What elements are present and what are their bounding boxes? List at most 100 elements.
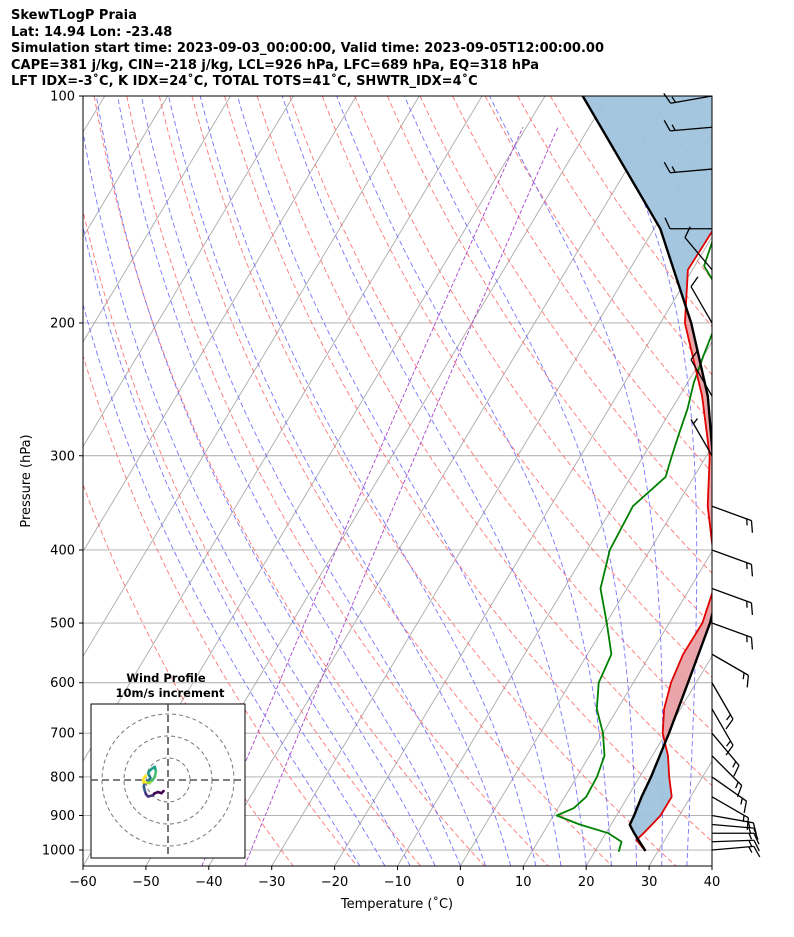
dry-adiabat: [289, 96, 712, 732]
dry-adiabat: [83, 354, 358, 866]
wind-barbs: [663, 92, 761, 858]
wind-barb-shaft: [711, 653, 749, 676]
isotherm: [83, 96, 420, 658]
dry-adiabat: [158, 96, 613, 866]
y-tick-label: 700: [50, 727, 75, 742]
wind-barb-half-feather: [726, 714, 732, 721]
y-tick-label: 600: [50, 676, 75, 691]
moist-adiabat: [336, 96, 612, 866]
hodograph-inset: Wind Profile 10m/s increment: [90, 671, 246, 859]
wind-barb-shaft: [690, 419, 713, 457]
dry-adiabat: [354, 96, 712, 626]
hodograph-subtitle: 10m/s increment: [116, 686, 225, 700]
wind-barb-feather: [752, 822, 758, 835]
wind-barb: [711, 845, 761, 858]
wind-barb: [663, 161, 713, 174]
parcel-line: [581, 96, 712, 852]
title-line-location: Lat: 14.94 Lon: -23.48: [11, 24, 173, 40]
wind-barb-half-feather: [740, 798, 743, 805]
wind-barb: [711, 755, 743, 798]
y-tick-label: 300: [50, 449, 75, 464]
wind-barb-feather: [750, 564, 754, 577]
wind-barb-shaft: [670, 168, 713, 174]
wind-barb-shaft: [711, 622, 752, 639]
wind-barb-half-feather: [732, 761, 737, 768]
wind-barb-feather: [753, 846, 761, 858]
dry-adiabat: [484, 96, 712, 424]
y-tick-label: 100: [50, 90, 75, 105]
dry-adiabat: [549, 96, 712, 328]
wind-barb: [690, 349, 713, 397]
wind-barb-feather: [663, 161, 671, 174]
wind-barb-feather: [664, 217, 671, 230]
wind-barb: [711, 814, 758, 835]
wind-barb-half-feather: [671, 96, 677, 103]
moist-adiabat: [403, 96, 637, 866]
hodograph-segment: [142, 774, 148, 780]
wind-barb: [711, 796, 750, 830]
y-tick-label: 900: [50, 809, 75, 824]
wind-barb-half-feather: [748, 832, 753, 840]
wind-barb: [711, 505, 754, 533]
dry-adiabat: [419, 96, 712, 524]
wind-barb: [711, 549, 754, 577]
x-tick-label: −20: [321, 875, 348, 890]
isotherm: [83, 96, 357, 553]
wind-barb-half-feather: [748, 840, 753, 847]
wind-barb: [690, 276, 713, 324]
wind-barb-feather: [736, 785, 743, 798]
wind-barb-half-feather: [692, 418, 698, 425]
wind-barb-half-feather: [735, 781, 739, 789]
hodograph-title: Wind Profile: [126, 671, 206, 685]
wind-barb-shaft: [684, 237, 713, 271]
wind-barb: [664, 217, 712, 230]
wind-barb-shaft: [711, 755, 743, 786]
y-axis-label: Pressure (hPa): [19, 434, 34, 527]
title-line-times: Simulation start time: 2023-09-03_00:00:…: [11, 41, 604, 56]
wind-barb-feather: [663, 120, 671, 132]
title-line-station: SkewTLogP Praia: [11, 8, 137, 23]
moist-adiabat: [168, 96, 512, 866]
isotherm: [775, 96, 794, 866]
mixing-ratio-line: [201, 127, 524, 866]
wind-barb: [711, 776, 748, 814]
x-tick-label: −40: [195, 875, 222, 890]
wind-barb-half-feather: [671, 124, 676, 131]
wind-barb-feather: [750, 602, 754, 615]
dry-adiabat: [321, 96, 712, 678]
background-lines: [83, 96, 794, 866]
y-tick-label: 800: [50, 770, 75, 785]
wind-barb-feather: [750, 637, 754, 650]
temperature-line: [635, 229, 712, 852]
wind-barb-feather: [746, 675, 750, 688]
x-tick-label: 30: [641, 875, 658, 890]
y-tick-label: 200: [50, 316, 75, 331]
moist-adiabat: [83, 224, 386, 866]
wind-barb-feather: [690, 349, 699, 361]
wind-barb-shaft: [711, 814, 754, 824]
wind-barb: [711, 622, 754, 650]
cin-area: [582, 96, 712, 307]
wind-barb-shaft: [690, 286, 713, 324]
isotherm: [83, 96, 294, 448]
moist-adiabat: [83, 302, 361, 866]
dry-adiabat: [452, 96, 712, 474]
wind-barb: [711, 682, 734, 730]
dry-adiabat: [83, 208, 422, 866]
wind-barb-shaft: [670, 95, 713, 104]
x-tick-label: −30: [258, 875, 285, 890]
x-tick-label: 20: [578, 875, 595, 890]
y-tick-label: 1000: [42, 844, 75, 859]
dry-adiabat: [256, 96, 712, 787]
isotherm: [83, 96, 168, 238]
wind-barb-shaft: [711, 776, 747, 802]
title-line-cape: CAPE=381 j/kg, CIN=-218 j/kg, LCL=926 hP…: [11, 57, 539, 73]
y-tick-label: 400: [50, 543, 75, 558]
moist-adiabat: [281, 96, 587, 866]
wind-barb: [712, 832, 760, 845]
wind-barb-shaft: [711, 845, 754, 851]
isotherm: [83, 96, 483, 763]
chart-title: SkewTLogP Praia Lat: 14.94 Lon: -23.48 S…: [11, 8, 604, 91]
wind-barb-half-feather: [748, 846, 753, 853]
